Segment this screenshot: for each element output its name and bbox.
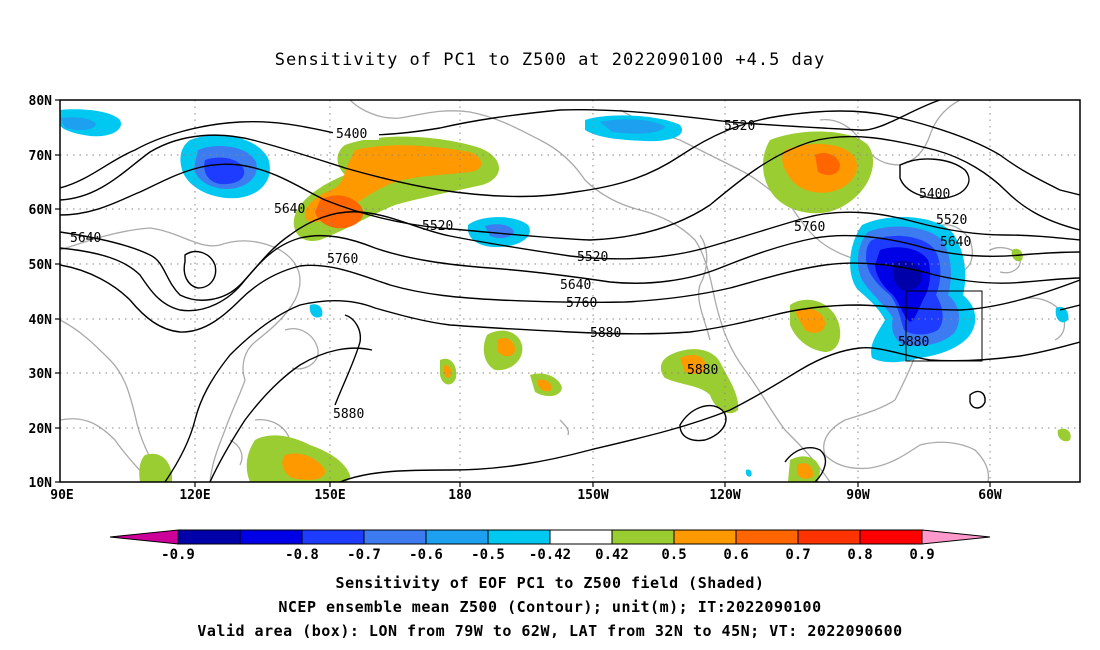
positive-region xyxy=(680,354,706,374)
axis-ticks xyxy=(55,99,991,487)
plot-frame xyxy=(59,99,1081,483)
positive-region xyxy=(282,453,326,480)
contour-label: 5760 xyxy=(327,252,358,267)
positive-region xyxy=(315,195,364,229)
lon-label: 90E xyxy=(50,488,73,503)
colorbar-label: 0.9 xyxy=(909,547,934,563)
contour-labels: 5400 5520 5640 5760 5880 5520 5520 5640 … xyxy=(70,119,971,422)
contour-label: 5880 xyxy=(898,335,929,350)
contour-label: 5520 xyxy=(577,250,608,265)
colorbar-segment xyxy=(239,529,303,545)
negative-region xyxy=(600,119,665,134)
contour-label: 5400 xyxy=(336,127,367,142)
lat-label: 80N xyxy=(29,94,53,109)
negative-region xyxy=(892,260,922,291)
contour-label: 5520 xyxy=(422,219,453,234)
positive-region xyxy=(538,379,552,392)
colorbar-label: -0.5 xyxy=(471,547,505,563)
colorbar-segment xyxy=(611,529,675,545)
colorbar-segment xyxy=(549,529,613,545)
colorbar-label: 0.42 xyxy=(595,547,629,563)
lat-label: 60N xyxy=(29,203,53,218)
colorbar-segment xyxy=(859,529,923,545)
negative-region xyxy=(60,117,96,131)
contour-label: 5520 xyxy=(724,119,755,134)
colorbar-label: 0.6 xyxy=(723,547,748,563)
lon-label: 120E xyxy=(179,488,210,503)
latitude-labels: 80N 70N 60N 50N 40N 30N 20N 10N xyxy=(29,94,53,491)
positive-region xyxy=(795,308,826,333)
lon-label: 120W xyxy=(709,488,740,503)
lat-label: 10N xyxy=(29,476,53,491)
colorbar xyxy=(109,529,991,545)
positive-region xyxy=(660,349,739,414)
colorbar-label: -0.8 xyxy=(285,547,319,563)
lat-label: 20N xyxy=(29,422,53,437)
colorbar-high-triangle xyxy=(921,529,991,545)
contour-label: 5640 xyxy=(940,235,971,250)
lon-label: 60W xyxy=(978,488,1002,503)
caption-line-1: Sensitivity of EOF PC1 to Z500 field (Sh… xyxy=(335,574,765,592)
lat-label: 50N xyxy=(29,258,53,273)
contour-label: 5640 xyxy=(560,278,591,293)
lat-label: 70N xyxy=(29,149,53,164)
plot-title: Sensitivity of PC1 to Z500 at 2022090100… xyxy=(274,50,826,70)
contour-label: 5520 xyxy=(936,213,967,228)
positive-region xyxy=(139,453,172,482)
caption-line-3: Valid area (box): LON from 79W to 62W, L… xyxy=(197,622,903,640)
colorbar-segment xyxy=(735,529,799,545)
positive-region xyxy=(497,338,515,357)
colorbar-label: 0.5 xyxy=(661,547,686,563)
valid-area-box xyxy=(905,290,983,362)
lon-label: 150W xyxy=(577,488,608,503)
lon-label: 150E xyxy=(314,488,345,503)
contour-label: 5760 xyxy=(794,220,825,235)
colorbar-label: -0.6 xyxy=(409,547,443,563)
contour-label: 5400 xyxy=(919,187,950,202)
colorbar-labels: -0.9 -0.8 -0.7 -0.6 -0.5 -0.42 0.42 0.5 0.6 0.7 0.… xyxy=(161,547,935,563)
colorbar-segment xyxy=(363,529,427,545)
negative-region xyxy=(745,469,752,477)
contour-label: 5880 xyxy=(333,407,364,422)
shading xyxy=(60,109,1071,482)
positive-region xyxy=(1057,428,1071,442)
colorbar-label: -0.42 xyxy=(529,547,571,563)
contour-label: 5640 xyxy=(274,202,305,217)
longitude-labels: 90E 120E 150E 180 150W 120W 90W 60W xyxy=(50,488,1002,503)
contour-label: 5760 xyxy=(566,296,597,311)
lon-label: 180 xyxy=(448,488,472,503)
colorbar-label: 0.8 xyxy=(847,547,872,563)
colorbar-segment xyxy=(673,529,737,545)
colorbar-label: -0.9 xyxy=(161,547,195,563)
colorbar-segment xyxy=(487,529,551,545)
grid-lines xyxy=(60,100,1080,482)
colorbar-segment xyxy=(177,529,241,545)
colorbar-segment xyxy=(425,529,489,545)
z500-contours xyxy=(60,100,1080,482)
positive-region xyxy=(443,365,452,378)
colorbar-label: 0.7 xyxy=(785,547,810,563)
negative-region xyxy=(309,304,323,318)
contour-label: 5880 xyxy=(687,363,718,378)
colorbar-low-triangle xyxy=(109,529,179,545)
negative-region xyxy=(1055,306,1069,323)
colorbar-segment xyxy=(301,529,365,545)
contour-label: 5880 xyxy=(590,326,621,341)
lon-label: 90W xyxy=(846,488,870,503)
colorbar-segment xyxy=(797,529,861,545)
lat-label: 30N xyxy=(29,367,53,382)
colorbar-label: -0.7 xyxy=(347,547,381,563)
positive-region xyxy=(797,463,814,479)
positive-region xyxy=(815,153,840,176)
lat-label: 40N xyxy=(29,313,53,328)
caption-line-2: NCEP ensemble mean Z500 (Contour); unit(… xyxy=(278,598,822,616)
contour-label: 5640 xyxy=(70,231,101,246)
